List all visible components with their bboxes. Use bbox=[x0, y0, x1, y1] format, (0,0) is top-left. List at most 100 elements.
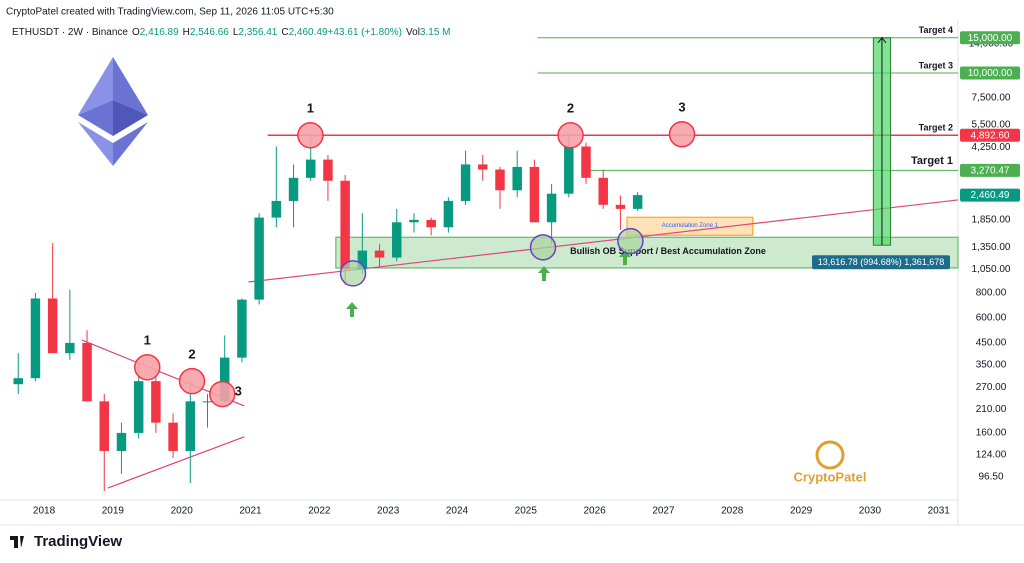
x-tick-label: 2026 bbox=[583, 506, 606, 517]
candle-body bbox=[13, 378, 23, 385]
x-tick-label: 2024 bbox=[446, 506, 469, 517]
candle-body bbox=[340, 180, 350, 270]
y-tick-label: 350.00 bbox=[976, 359, 1007, 370]
target-label: Target 3 bbox=[919, 60, 953, 70]
marker-circle bbox=[134, 354, 161, 381]
zone-label: Accumulation Zone 1 bbox=[662, 223, 719, 229]
x-tick-label: 2030 bbox=[859, 506, 882, 517]
candle-body bbox=[30, 298, 41, 379]
current-price-tag bbox=[960, 188, 1020, 202]
candle-body bbox=[237, 299, 247, 358]
candle-body bbox=[478, 164, 488, 170]
marker-circle bbox=[297, 122, 324, 149]
candle-body bbox=[305, 159, 316, 178]
candle-body bbox=[323, 159, 333, 181]
price-tag-label: 15,000.00 bbox=[968, 33, 1013, 44]
footer-brand: TradingView bbox=[34, 533, 122, 550]
marker-circle bbox=[178, 367, 206, 395]
price-tag bbox=[960, 163, 1020, 177]
candle-body bbox=[271, 200, 282, 218]
current-price-label: 2,460.49 bbox=[971, 190, 1010, 201]
marker-label: 1 bbox=[307, 101, 314, 116]
candle-body bbox=[202, 401, 213, 403]
marker-circle bbox=[339, 260, 367, 287]
marker-label: 1 bbox=[144, 333, 151, 348]
watermark-logo bbox=[815, 440, 845, 470]
legend-key: Vol bbox=[406, 27, 420, 38]
x-tick-label: 2022 bbox=[308, 506, 331, 517]
candle-body bbox=[288, 177, 299, 201]
candle-body bbox=[82, 342, 92, 402]
price-tag bbox=[960, 31, 1020, 45]
candle-body bbox=[374, 250, 385, 258]
marker-label: 3 bbox=[678, 100, 685, 115]
attribution: CryptoPatel created with TradingView.com… bbox=[6, 7, 334, 18]
marker-circle bbox=[668, 121, 696, 148]
candle-body bbox=[99, 401, 109, 451]
y-tick-label: 270.00 bbox=[976, 382, 1007, 393]
marker-circle bbox=[209, 380, 236, 408]
candle-body bbox=[460, 164, 471, 201]
candle-body bbox=[151, 381, 161, 423]
legend: ETHUSDT · 2W · Binance O2,416.89 H2,546.66… bbox=[12, 27, 451, 38]
y-tick-label: 160.00 bbox=[976, 428, 1007, 439]
legend-value: 2,546.66 bbox=[190, 27, 229, 38]
legend-key: H bbox=[183, 27, 190, 38]
candle-body bbox=[632, 195, 643, 209]
legend-value: 2,356.41 bbox=[238, 27, 277, 38]
y-tick-label: 1,850.00 bbox=[972, 215, 1011, 226]
y-tick-label: 450.00 bbox=[976, 338, 1007, 349]
x-tick-label: 2023 bbox=[377, 506, 400, 517]
y-tick-label: 1,350.00 bbox=[972, 242, 1011, 253]
marker-label: 2 bbox=[188, 347, 195, 362]
legend-value: 3.15 M bbox=[420, 27, 451, 38]
marker-circle bbox=[617, 227, 644, 255]
candle-body bbox=[564, 146, 574, 194]
y-tick-label: 800.00 bbox=[976, 287, 1007, 298]
legend-key: C bbox=[281, 27, 288, 38]
x-tick-label: 2018 bbox=[33, 506, 56, 517]
legend-symbol: ETHUSDT · 2W · Binance bbox=[12, 27, 128, 38]
marker-circle bbox=[529, 234, 557, 261]
candle-body bbox=[65, 342, 75, 354]
y-tick-label: 5,500.00 bbox=[972, 120, 1011, 131]
legend-key: L bbox=[233, 27, 239, 38]
zone-label: Bullish OB Support / Best Accumulation Z… bbox=[570, 246, 766, 256]
measure-arrow bbox=[877, 36, 887, 246]
x-tick-label: 2020 bbox=[171, 506, 194, 517]
candle-body bbox=[581, 146, 591, 178]
measure-label: 13,616.78 (994.68%) 1,361,678 bbox=[818, 257, 945, 267]
y-tick-label: 124.00 bbox=[976, 450, 1007, 461]
marker-label: 2 bbox=[567, 101, 574, 116]
y-tick-label: 96.50 bbox=[978, 472, 1003, 483]
candle-body bbox=[598, 177, 608, 205]
candle-body bbox=[426, 219, 436, 228]
x-tick-label: 2025 bbox=[515, 506, 538, 517]
x-tick-label: 2031 bbox=[928, 506, 951, 517]
legend-value: 2,416.89 bbox=[140, 27, 179, 38]
candle-body bbox=[512, 166, 522, 191]
candle-body bbox=[392, 222, 402, 258]
measure-box bbox=[812, 255, 950, 270]
price-tag-label: 10,000.00 bbox=[968, 68, 1013, 79]
candle-body bbox=[254, 217, 264, 300]
y-tick-label: 210.00 bbox=[976, 404, 1007, 415]
marker-circle bbox=[557, 122, 584, 149]
target-label: Target 2 bbox=[919, 123, 953, 133]
candle-body bbox=[219, 357, 230, 402]
x-tick-label: 2021 bbox=[239, 506, 262, 517]
y-tick-label: 600.00 bbox=[976, 313, 1007, 324]
candle-body bbox=[47, 298, 58, 354]
candle-body bbox=[168, 422, 178, 451]
x-tick-label: 2028 bbox=[721, 506, 744, 517]
footer-logo bbox=[10, 536, 24, 548]
candle-body bbox=[443, 200, 454, 228]
x-tick-label: 2027 bbox=[652, 506, 675, 517]
y-tick-label: 7,500.00 bbox=[972, 93, 1011, 104]
candle-body bbox=[529, 166, 540, 223]
legend-key: O bbox=[132, 27, 140, 38]
y-tick-label: 1,050.00 bbox=[972, 264, 1011, 275]
